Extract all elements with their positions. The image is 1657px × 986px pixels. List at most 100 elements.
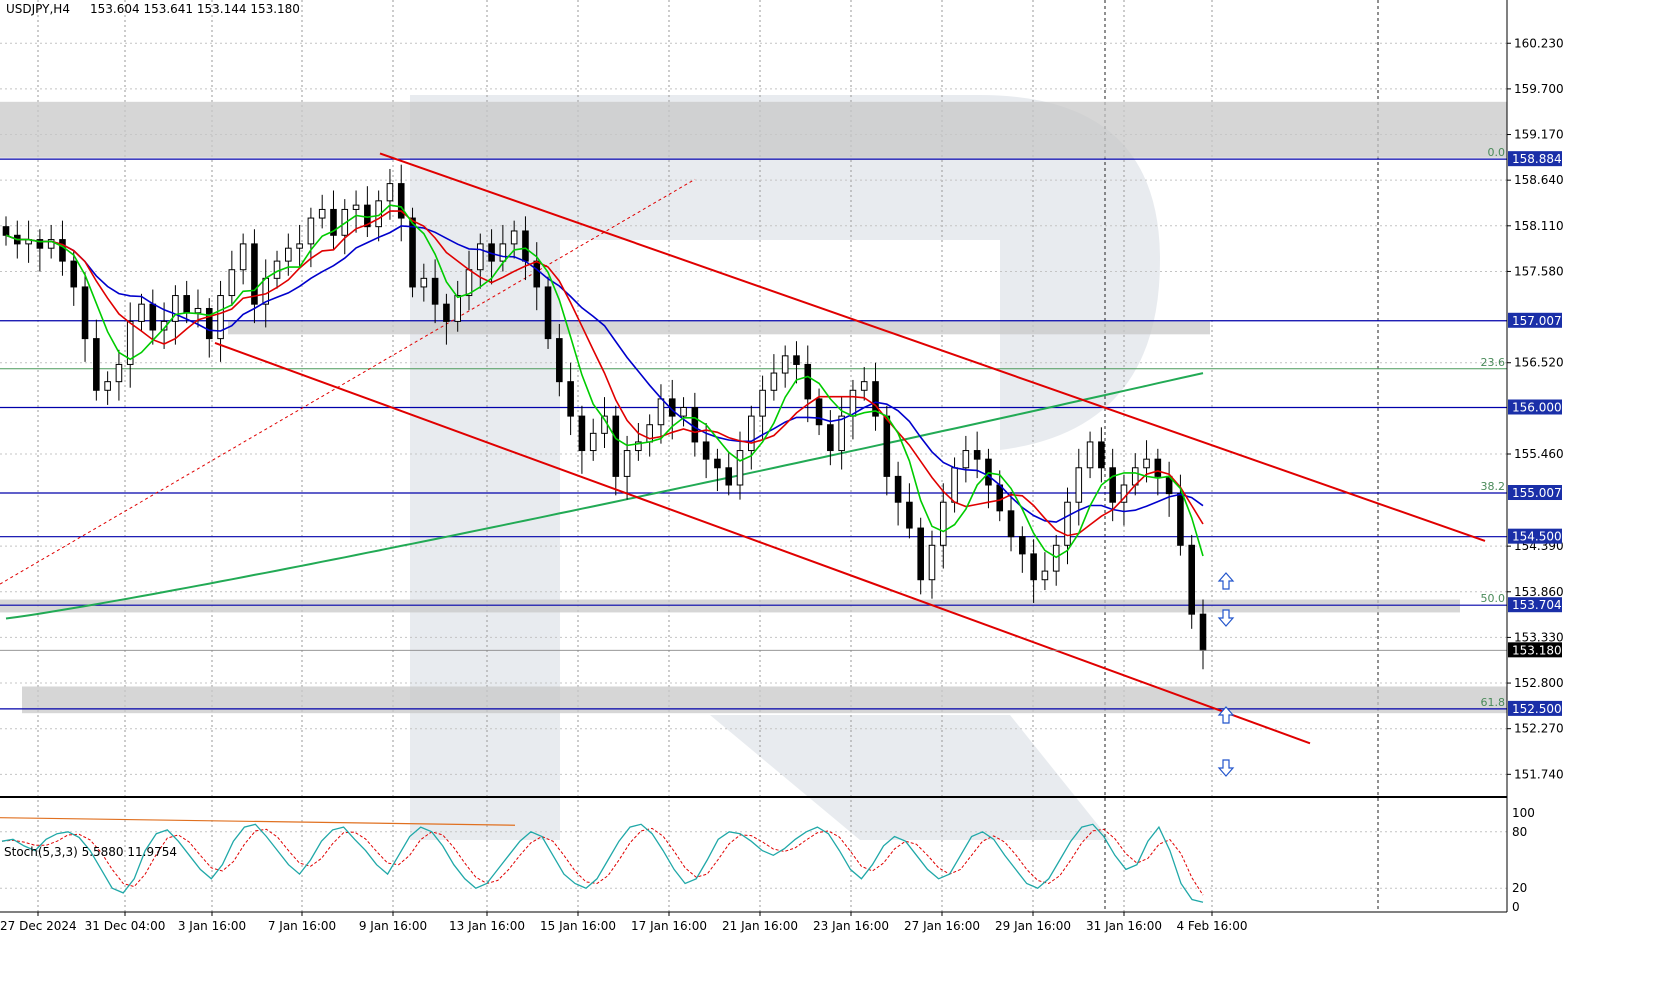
candle-body	[657, 398, 665, 426]
stoch-tick-label: 80	[1512, 825, 1527, 839]
x-tick-label: 27 Dec 2024	[0, 919, 77, 933]
candle-body	[273, 260, 281, 279]
watermark-shape	[710, 715, 1110, 840]
candle-body	[205, 307, 213, 340]
zone-rect	[228, 321, 1210, 335]
candle-body	[612, 415, 620, 477]
candle-body	[1154, 458, 1162, 477]
candle-body	[860, 381, 868, 391]
candle-body	[172, 295, 179, 322]
candle-body	[318, 208, 326, 219]
candle-body	[533, 260, 541, 288]
candle-body	[476, 243, 484, 271]
fib-label: 50.0	[1481, 592, 1506, 605]
candle-body	[59, 239, 66, 262]
channel-lower-line	[214, 341, 1311, 745]
candle-body	[285, 247, 292, 262]
y-tick-label: 158.110	[1514, 219, 1564, 233]
candle-body	[431, 277, 439, 305]
ma-mid-line	[5, 210, 1204, 537]
candle-body	[1064, 501, 1071, 546]
candle-body	[352, 204, 360, 210]
candle-body	[872, 381, 879, 417]
arrow-up-icon	[1217, 572, 1235, 590]
stoch-divergence-line	[0, 817, 516, 826]
candle-body	[194, 307, 202, 314]
x-tick-label: 17 Jan 16:00	[631, 919, 707, 933]
candle-body	[522, 230, 529, 262]
arrow-down-icon	[1217, 759, 1235, 777]
fib-trendline	[0, 178, 696, 585]
y-tick-label: 156.520	[1514, 356, 1564, 370]
watermark-shape	[560, 95, 1160, 450]
x-tick-label: 21 Jan 16:00	[722, 919, 798, 933]
candle-body	[1075, 467, 1083, 503]
candle-body	[635, 441, 642, 452]
candle-body	[781, 355, 789, 374]
stoch-title: Stoch(5,3,3) 5.5880 11.9754	[4, 845, 177, 859]
candle-body	[499, 243, 507, 262]
level-price-tag	[1508, 312, 1562, 328]
level-price-label: 152.500	[1512, 702, 1562, 716]
candle-body	[1177, 493, 1184, 546]
candle-body	[296, 243, 303, 249]
candle-body	[951, 467, 958, 503]
ma-long-line	[5, 372, 1204, 620]
candle-body	[962, 450, 970, 469]
x-tick-label: 9 Jan 16:00	[359, 919, 427, 933]
stoch-tick-label: 0	[1512, 900, 1520, 914]
candle-body	[409, 217, 416, 288]
x-tick-label: 13 Jan 16:00	[449, 919, 525, 933]
x-tick-label: 27 Jan 16:00	[904, 919, 980, 933]
candle-body	[691, 407, 699, 443]
level-price-tag	[1508, 528, 1562, 544]
candle-body	[748, 415, 755, 452]
level-price-label: 153.704	[1512, 598, 1562, 612]
fib-label: 23.6	[1481, 356, 1506, 369]
candle-body	[126, 320, 134, 365]
watermark-shape	[410, 95, 560, 840]
candle-body	[1030, 553, 1037, 581]
candle-body	[917, 527, 924, 581]
candle-body	[443, 303, 450, 322]
candle-body	[1188, 544, 1196, 615]
candle-body	[906, 501, 913, 529]
arrow-down-icon	[1217, 609, 1235, 627]
candle-body	[804, 363, 812, 400]
candle-body	[759, 389, 766, 417]
x-tick-label: 3 Jan 16:00	[178, 919, 246, 933]
fib-label: 61.8	[1481, 696, 1506, 709]
candle-body	[364, 204, 371, 228]
x-tick-label: 23 Jan 16:00	[813, 919, 889, 933]
level-price-label: 154.500	[1512, 530, 1562, 544]
candle-body	[36, 239, 44, 249]
candle-body	[251, 243, 258, 305]
level-price-label: 157.007	[1512, 314, 1562, 328]
candle-body	[567, 381, 574, 417]
header-symbol: USDJPY,H4	[6, 2, 70, 16]
fib-label: 38.2	[1481, 480, 1506, 493]
y-tick-label: 153.330	[1514, 630, 1564, 644]
current-price-tag	[1508, 642, 1562, 658]
axes: 160.230 159.700 159.170 158.640 158.110 157.5…	[0, 0, 1564, 933]
candle-body	[2, 226, 10, 236]
level-price-tag	[1508, 399, 1562, 415]
y-tick-label: 153.860	[1514, 585, 1564, 599]
candle-body	[702, 441, 710, 460]
candle-body	[217, 295, 224, 340]
candle-body	[736, 450, 744, 486]
candle-body	[883, 415, 891, 477]
x-tick-label: 31 Jan 16:00	[1086, 919, 1162, 933]
candle-body	[680, 407, 687, 417]
level-price-label: 155.007	[1512, 486, 1562, 500]
y-tick-label: 152.800	[1514, 676, 1564, 690]
y-tick-label: 157.580	[1514, 264, 1564, 278]
candle-body	[510, 230, 518, 245]
zone-rect	[0, 599, 1460, 613]
stoch-signal-line	[1, 827, 1204, 896]
x-tick-label: 4 Feb 16:00	[1176, 919, 1247, 933]
candle-body	[138, 303, 145, 322]
candle-body	[973, 450, 981, 460]
zone-rect	[0, 101, 1507, 158]
